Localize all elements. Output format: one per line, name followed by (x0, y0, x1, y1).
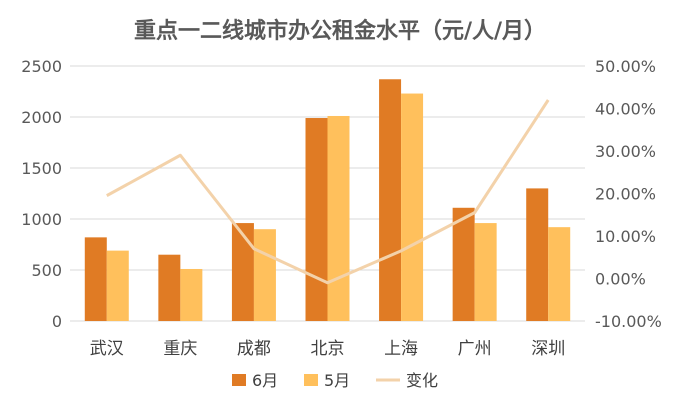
bar (158, 254, 181, 321)
bar (379, 79, 402, 321)
bar (84, 237, 107, 321)
category-label: 武汉 (90, 339, 124, 359)
left-tick-label: 0 (52, 312, 62, 331)
legend-swatch (304, 374, 318, 386)
bar (474, 223, 497, 321)
bar (452, 207, 475, 321)
category-axis: 武汉 重庆 成都 北京 上海 广州 深圳 (90, 339, 565, 359)
right-tick-label: 50.00% (595, 57, 656, 76)
chart-title: 重点一二线城市办公租金水平（元/人/月） (134, 18, 546, 44)
category-label: 上海 (384, 339, 418, 359)
right-tick-label: 20.00% (595, 185, 656, 204)
left-tick-label: 2500 (21, 57, 62, 76)
bar (305, 118, 328, 322)
left-axis: 0 500 1000 1500 2000 2500 (21, 57, 62, 331)
legend-label: 变化 (406, 371, 438, 390)
right-tick-label: 0.00% (595, 270, 646, 289)
category-label: 成都 (237, 339, 271, 359)
bar (548, 227, 571, 321)
bar (253, 229, 276, 321)
legend-swatch (232, 374, 246, 386)
legend-label: 6月 (252, 371, 278, 390)
bar (526, 188, 549, 321)
left-tick-label: 2000 (21, 108, 62, 127)
right-tick-label: 40.00% (595, 100, 656, 119)
bars (84, 79, 571, 322)
right-tick-label: 10.00% (595, 227, 656, 246)
category-label: 重庆 (163, 339, 197, 359)
right-axis: -10.00% 0.00% 10.00% 20.00% 30.00% 40.00% 50.0… (595, 57, 662, 331)
bar (180, 268, 203, 321)
left-tick-label: 1000 (21, 210, 62, 229)
category-label: 深圳 (531, 339, 565, 359)
left-tick-label: 1500 (21, 159, 62, 178)
legend-label: 5月 (324, 371, 350, 390)
bar (401, 93, 424, 321)
category-label: 北京 (311, 339, 345, 359)
left-tick-label: 500 (31, 261, 62, 280)
right-tick-label: 30.00% (595, 142, 656, 161)
bar (327, 115, 350, 321)
right-tick-label: -10.00% (595, 312, 662, 331)
legend: 6月 5月 变化 (232, 371, 438, 390)
series-line (106, 99, 550, 285)
bar (106, 250, 129, 321)
change-line (106, 99, 550, 285)
category-label: 广州 (458, 339, 492, 359)
bar (231, 223, 254, 321)
